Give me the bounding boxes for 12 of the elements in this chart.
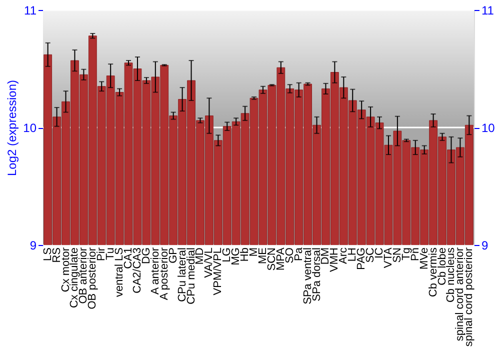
y-axis-title: Log2 (expression): [5, 80, 20, 176]
y2-tick-label: 9: [482, 238, 488, 252]
y-tick-label: 9: [30, 238, 37, 252]
y-tick-label: 11: [24, 4, 37, 18]
x-tick-label: SCN: [266, 247, 278, 271]
y-tick-label: 10: [23, 121, 37, 135]
x-tick-label: spinal cord posterior: [463, 247, 476, 347]
y2-tick-label: 11: [482, 4, 494, 18]
y2-tick-label: 10: [482, 121, 496, 135]
x-tick-label: OB posterior: [86, 247, 99, 310]
x-tick-label: MVe: [418, 248, 430, 270]
x-tick-label: RS: [50, 248, 63, 263]
